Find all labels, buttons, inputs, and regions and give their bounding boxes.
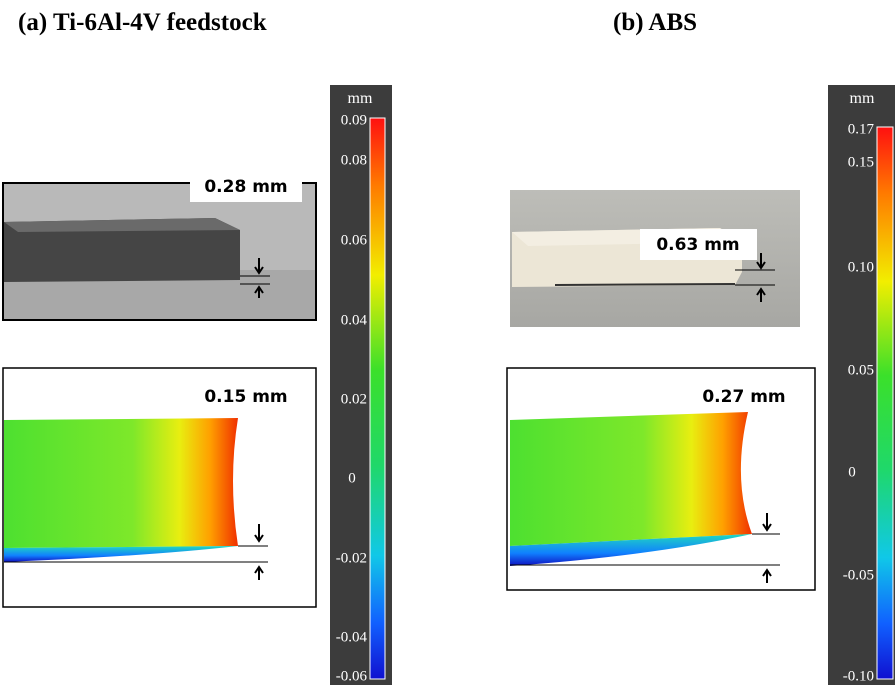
tick-label: 0.17 (848, 121, 875, 137)
tick-label: -0.05 (843, 567, 874, 583)
photo-a (2, 170, 317, 321)
tick-label: 0.02 (341, 391, 367, 407)
photo-b (510, 190, 800, 327)
panel-title: (a) Ti-6Al-4V feedstock (18, 9, 267, 36)
colorbar-unit: mm (850, 90, 875, 107)
tick-label: 0.06 (341, 232, 368, 248)
colorbar-a (330, 85, 392, 685)
tick-label: -0.04 (336, 629, 368, 645)
colorbar-ticks: 0.17 0.15 0.10 0.05 0 -0.05 -0.10 (843, 121, 875, 684)
panel-title: (b) ABS (613, 9, 697, 36)
tick-label: -0.06 (336, 668, 368, 684)
tick-label: 0.09 (341, 112, 367, 128)
tick-label: 0.08 (341, 152, 367, 168)
tick-label: -0.10 (843, 668, 874, 684)
tick-label: -0.02 (336, 550, 367, 566)
tick-label: 0.04 (341, 312, 368, 328)
colorbar-ticks: 0.09 0.08 0.06 0.04 0.02 0 -0.02 -0.04 -… (336, 112, 368, 684)
colorbar-b (828, 85, 895, 685)
colorbar-unit: mm (348, 90, 373, 107)
tick-label: 0.10 (848, 259, 874, 275)
tick-label: 0.05 (848, 362, 874, 378)
simulation-b (506, 367, 816, 591)
photo-label: 0.63 mm (656, 235, 739, 255)
tick-label: 0 (848, 464, 856, 480)
simulation-label: 0.15 mm (204, 387, 287, 407)
tick-label: 0 (348, 470, 356, 486)
simulation-a (2, 367, 317, 608)
photo-label: 0.28 mm (204, 177, 287, 197)
tick-label: 0.15 (848, 154, 874, 170)
simulation-label: 0.27 mm (702, 387, 785, 407)
